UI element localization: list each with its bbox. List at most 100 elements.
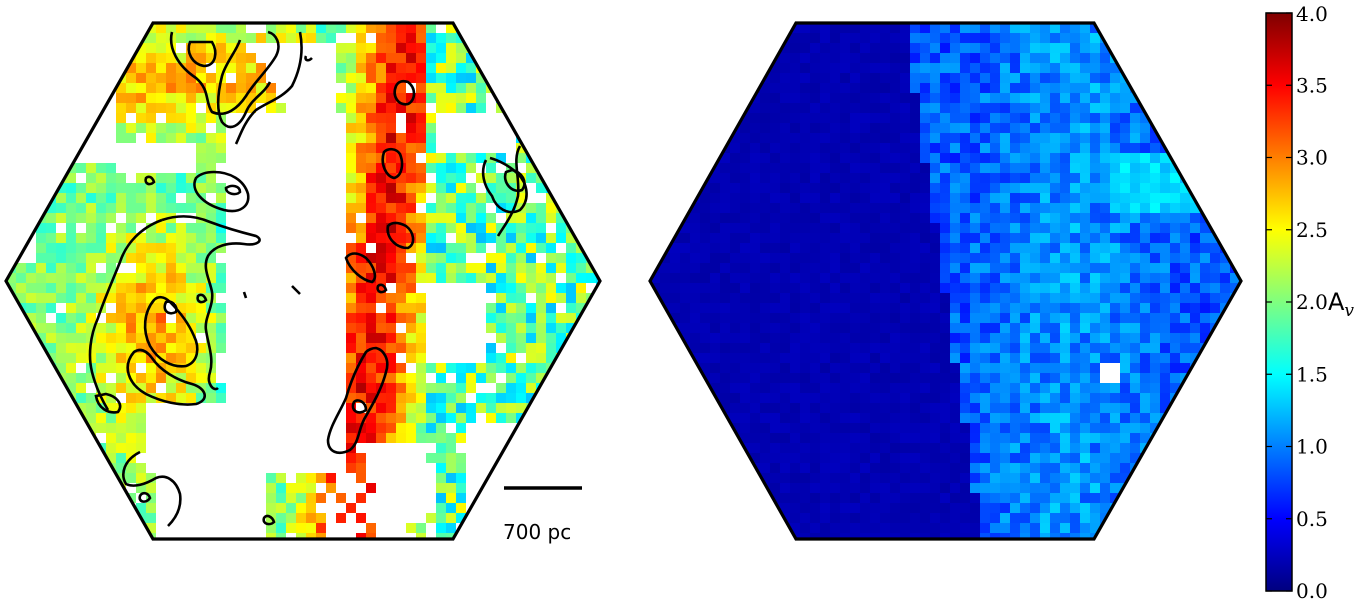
heatmap-cell — [720, 313, 730, 323]
heatmap-cell — [406, 183, 416, 193]
heatmap-cell — [1200, 233, 1210, 243]
heatmap-cell — [1140, 273, 1150, 283]
heatmap-cell — [476, 43, 486, 53]
heatmap-cell — [940, 343, 950, 353]
heatmap-cell — [516, 153, 526, 163]
heatmap-cell — [1070, 483, 1080, 493]
heatmap-cell — [1020, 333, 1030, 343]
heatmap-cell — [426, 133, 436, 143]
heatmap-cell — [526, 203, 536, 213]
heatmap-cell — [356, 263, 366, 273]
heatmap-cell — [426, 453, 436, 463]
heatmap-cell — [940, 293, 950, 303]
heatmap-cell — [720, 113, 730, 123]
heatmap-cell — [950, 223, 960, 233]
heatmap-cell — [456, 263, 466, 273]
heatmap-cell — [1090, 343, 1100, 353]
heatmap-cell — [920, 153, 930, 163]
heatmap-cell — [800, 243, 810, 253]
heatmap-cell — [406, 373, 416, 383]
heatmap-cell — [366, 43, 376, 53]
heatmap-cell — [266, 523, 276, 533]
heatmap-cell — [436, 213, 446, 223]
heatmap-cell — [890, 93, 900, 103]
heatmap-cell — [660, 403, 670, 413]
heatmap-cell — [1000, 233, 1010, 243]
heatmap-cell — [176, 53, 186, 63]
heatmap-cell — [1210, 383, 1220, 393]
heatmap-cell — [1240, 33, 1241, 43]
heatmap-cell — [1080, 353, 1090, 363]
heatmap-cell — [950, 283, 960, 293]
heatmap-cell — [1130, 103, 1140, 113]
heatmap-cell — [406, 333, 416, 343]
heatmap-cell — [770, 493, 780, 503]
heatmap-cell — [1180, 143, 1190, 153]
heatmap-cell — [970, 123, 980, 133]
heatmap-cell — [1120, 83, 1130, 93]
heatmap-cell — [446, 383, 456, 393]
heatmap-cell — [650, 183, 660, 193]
heatmap-cell — [730, 163, 740, 173]
heatmap-cell — [1090, 313, 1100, 323]
heatmap-cell — [1060, 93, 1070, 103]
heatmap-cell — [346, 333, 356, 343]
heatmap-cell — [76, 353, 86, 363]
heatmap-cell — [910, 163, 920, 173]
heatmap-cell — [850, 303, 860, 313]
heatmap-cell — [426, 273, 436, 283]
heatmap-cell — [860, 223, 870, 233]
heatmap-cell — [346, 213, 356, 223]
heatmap-cell — [1110, 443, 1120, 453]
heatmap-cell — [16, 263, 26, 273]
heatmap-cell — [830, 363, 840, 373]
heatmap-cell — [1210, 313, 1220, 323]
heatmap-cell — [1000, 213, 1010, 223]
heatmap-cell — [1000, 513, 1010, 523]
heatmap-cell — [176, 233, 186, 243]
heatmap-cell — [536, 223, 546, 233]
heatmap-cell — [790, 273, 800, 283]
heatmap-cell — [990, 203, 1000, 213]
heatmap-cell — [116, 303, 126, 313]
heatmap-cell — [1210, 213, 1220, 223]
heatmap-cell — [566, 353, 576, 363]
heatmap-cell — [890, 353, 900, 363]
heatmap-cell — [446, 253, 456, 263]
heatmap-cell — [1150, 43, 1160, 53]
heatmap-cell — [416, 293, 426, 303]
heatmap-cell — [506, 393, 516, 403]
heatmap-cell — [1220, 273, 1230, 283]
heatmap-cell — [810, 53, 820, 63]
heatmap-cell — [980, 203, 990, 213]
heatmap-cell — [1000, 393, 1010, 403]
heatmap-cell — [1160, 283, 1170, 293]
heatmap-cell — [506, 193, 516, 203]
heatmap-cell — [196, 203, 206, 213]
heatmap-cell — [206, 33, 216, 43]
heatmap-cell — [890, 433, 900, 443]
heatmap-cell — [366, 293, 376, 303]
heatmap-cell — [556, 183, 566, 193]
heatmap-cell — [740, 73, 750, 83]
heatmap-cell — [720, 123, 730, 133]
heatmap-cell — [970, 263, 980, 273]
heatmap-cell — [800, 173, 810, 183]
heatmap-cell — [416, 223, 426, 233]
heatmap-cell — [990, 133, 1000, 143]
heatmap-cell — [146, 313, 156, 323]
heatmap-cell — [116, 503, 126, 513]
heatmap-cell — [1160, 433, 1170, 443]
heatmap-cell — [1090, 173, 1100, 183]
heatmap-cell — [1220, 453, 1230, 463]
heatmap-cell — [1100, 393, 1110, 403]
heatmap-cell — [670, 133, 680, 143]
heatmap-cell — [840, 173, 850, 183]
heatmap-cell — [760, 493, 770, 503]
heatmap-cell — [1060, 213, 1070, 223]
heatmap-cell — [596, 223, 600, 233]
heatmap-cell — [1130, 113, 1140, 123]
heatmap-cell — [486, 373, 496, 383]
heatmap-cell — [1020, 343, 1030, 353]
heatmap-cell — [700, 303, 710, 313]
